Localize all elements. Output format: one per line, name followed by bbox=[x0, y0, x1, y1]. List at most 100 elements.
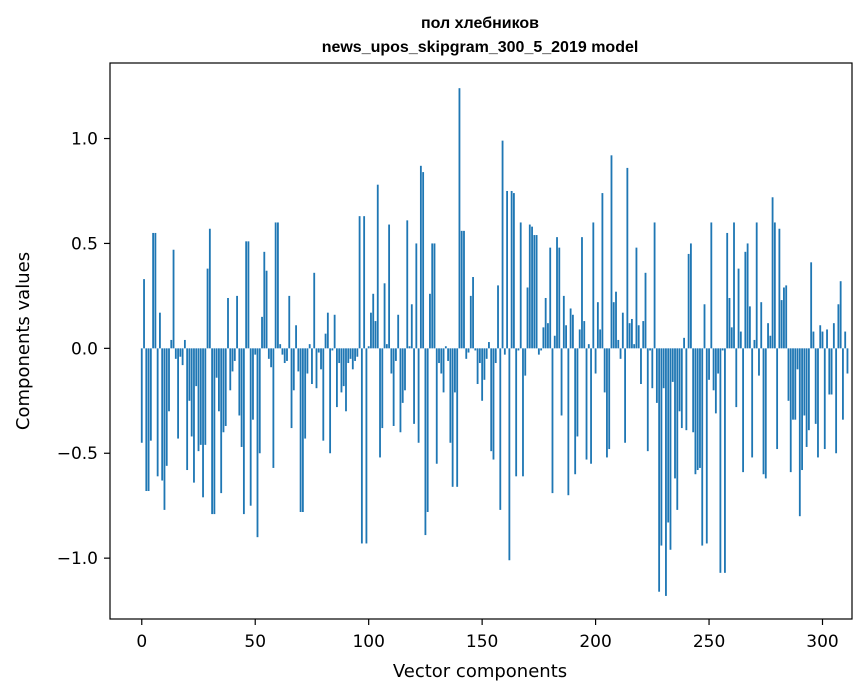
bar bbox=[247, 241, 250, 349]
bar bbox=[463, 230, 465, 349]
bar bbox=[551, 348, 554, 494]
bar bbox=[272, 348, 275, 468]
bar bbox=[830, 348, 833, 395]
bar bbox=[547, 323, 549, 349]
bar bbox=[665, 348, 667, 596]
bar bbox=[299, 348, 302, 512]
bar bbox=[615, 291, 617, 349]
bar bbox=[488, 342, 490, 349]
bar bbox=[767, 323, 769, 349]
bar bbox=[644, 272, 647, 349]
bar bbox=[222, 348, 225, 433]
bar bbox=[576, 348, 579, 437]
bar bbox=[583, 321, 586, 349]
bar bbox=[680, 348, 683, 429]
bar bbox=[642, 321, 645, 349]
bar bbox=[363, 216, 366, 349]
bar bbox=[258, 348, 261, 454]
bar bbox=[626, 167, 629, 349]
bar bbox=[619, 348, 622, 359]
bar bbox=[190, 348, 193, 437]
x-tick-label: 50 bbox=[244, 632, 266, 652]
bar bbox=[331, 348, 334, 351]
bar bbox=[608, 348, 611, 450]
bar bbox=[206, 268, 209, 349]
x-axis-label: Vector components bbox=[393, 661, 567, 682]
bar bbox=[726, 232, 729, 349]
plot-frame bbox=[109, 62, 853, 620]
bar bbox=[821, 331, 824, 349]
x-tick-label: 0 bbox=[136, 632, 147, 652]
bar bbox=[265, 270, 268, 349]
bar bbox=[195, 348, 198, 387]
bar bbox=[215, 348, 218, 378]
bar bbox=[506, 190, 509, 349]
bar bbox=[571, 314, 574, 349]
bar bbox=[292, 348, 295, 391]
bar bbox=[429, 293, 431, 349]
bar bbox=[755, 222, 758, 349]
bar bbox=[649, 348, 651, 351]
bar bbox=[835, 348, 838, 454]
bar bbox=[660, 348, 663, 546]
bar bbox=[326, 312, 329, 349]
bar bbox=[537, 348, 540, 355]
bar bbox=[590, 348, 592, 464]
bar bbox=[569, 308, 572, 349]
bar bbox=[689, 243, 692, 349]
bar bbox=[286, 348, 288, 361]
bar bbox=[372, 293, 375, 349]
bar bbox=[454, 348, 456, 393]
bar bbox=[161, 348, 164, 481]
bar bbox=[817, 348, 819, 458]
bar bbox=[288, 295, 291, 349]
bar bbox=[356, 348, 359, 357]
bar bbox=[646, 348, 649, 452]
bar bbox=[218, 348, 220, 412]
bar bbox=[397, 314, 400, 349]
bar bbox=[637, 325, 640, 349]
bar bbox=[365, 348, 368, 544]
bar bbox=[324, 333, 327, 349]
bar bbox=[776, 348, 779, 450]
bar bbox=[553, 335, 556, 349]
y-tick-label: 0.5 bbox=[71, 234, 98, 254]
bar bbox=[560, 348, 563, 416]
bar bbox=[254, 348, 257, 355]
bar bbox=[358, 216, 361, 349]
bar bbox=[220, 348, 223, 494]
bar bbox=[676, 348, 679, 510]
bar bbox=[712, 348, 715, 391]
bar bbox=[812, 331, 815, 349]
bar bbox=[458, 88, 461, 349]
bar bbox=[229, 348, 232, 391]
bar bbox=[651, 348, 654, 389]
bar bbox=[708, 348, 710, 380]
bar bbox=[699, 348, 701, 468]
bar bbox=[562, 295, 565, 349]
bar bbox=[183, 339, 186, 349]
bar bbox=[769, 335, 772, 349]
bar bbox=[542, 327, 545, 349]
bar bbox=[612, 302, 615, 349]
bar bbox=[233, 348, 236, 361]
bar bbox=[256, 348, 259, 538]
bar bbox=[388, 224, 391, 349]
bar bbox=[267, 348, 270, 359]
bar bbox=[415, 243, 418, 349]
bar bbox=[735, 348, 738, 408]
bar bbox=[290, 348, 293, 429]
bar bbox=[311, 348, 313, 385]
bar bbox=[606, 348, 608, 458]
bar bbox=[279, 344, 282, 349]
x-tick-label: 150 bbox=[466, 632, 498, 652]
bar bbox=[515, 348, 518, 477]
bar bbox=[832, 323, 835, 349]
bar bbox=[744, 251, 747, 349]
bar bbox=[823, 348, 826, 450]
bar bbox=[467, 348, 470, 353]
bar bbox=[154, 232, 157, 349]
bar bbox=[635, 247, 638, 349]
bar bbox=[787, 348, 790, 401]
bar bbox=[603, 348, 606, 393]
